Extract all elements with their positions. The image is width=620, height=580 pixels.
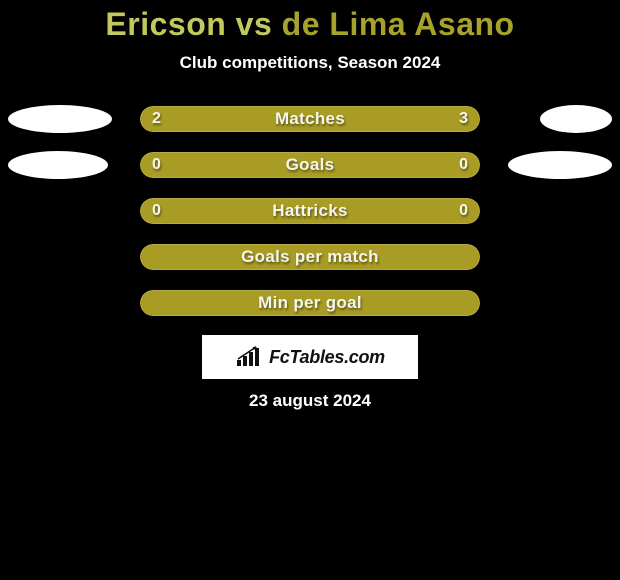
- player1-name: Ericson: [105, 6, 226, 42]
- stat-row: 00Hattricks: [0, 197, 620, 225]
- logo-text: FcTables.com: [269, 347, 385, 368]
- stat-label: Min per goal: [140, 293, 480, 313]
- player2-name: de Lima Asano: [282, 6, 515, 42]
- stat-bar: 00Hattricks: [140, 198, 480, 224]
- stat-label: Hattricks: [140, 201, 480, 221]
- logo-box: FcTables.com: [202, 335, 418, 379]
- stat-bar: 23Matches: [140, 106, 480, 132]
- bars-icon: [235, 346, 263, 368]
- right-ellipse: [508, 151, 612, 179]
- stat-label: Goals per match: [140, 247, 480, 267]
- stat-label: Matches: [140, 109, 480, 129]
- logo: FcTables.com: [235, 346, 385, 368]
- stat-row: Goals per match: [0, 243, 620, 271]
- date-text: 23 august 2024: [0, 391, 620, 411]
- stat-row: Min per goal: [0, 289, 620, 317]
- card-title: Ericson vs de Lima Asano: [0, 6, 620, 43]
- right-ellipse: [540, 105, 612, 133]
- stat-bar: 00Goals: [140, 152, 480, 178]
- stats-list: 23Matches 00Goals 00Hattricks Goals per mat…: [0, 105, 620, 317]
- card-subtitle: Club competitions, Season 2024: [0, 53, 620, 73]
- left-ellipse: [8, 151, 108, 179]
- stat-row: 23Matches: [0, 105, 620, 133]
- stat-label: Goals: [140, 155, 480, 175]
- vs-text: vs: [236, 6, 273, 42]
- comparison-card: Ericson vs de Lima Asano Club competitio…: [0, 0, 620, 580]
- stat-row: 00Goals: [0, 151, 620, 179]
- left-ellipse: [8, 105, 112, 133]
- stat-bar: Min per goal: [140, 290, 480, 316]
- stat-bar: Goals per match: [140, 244, 480, 270]
